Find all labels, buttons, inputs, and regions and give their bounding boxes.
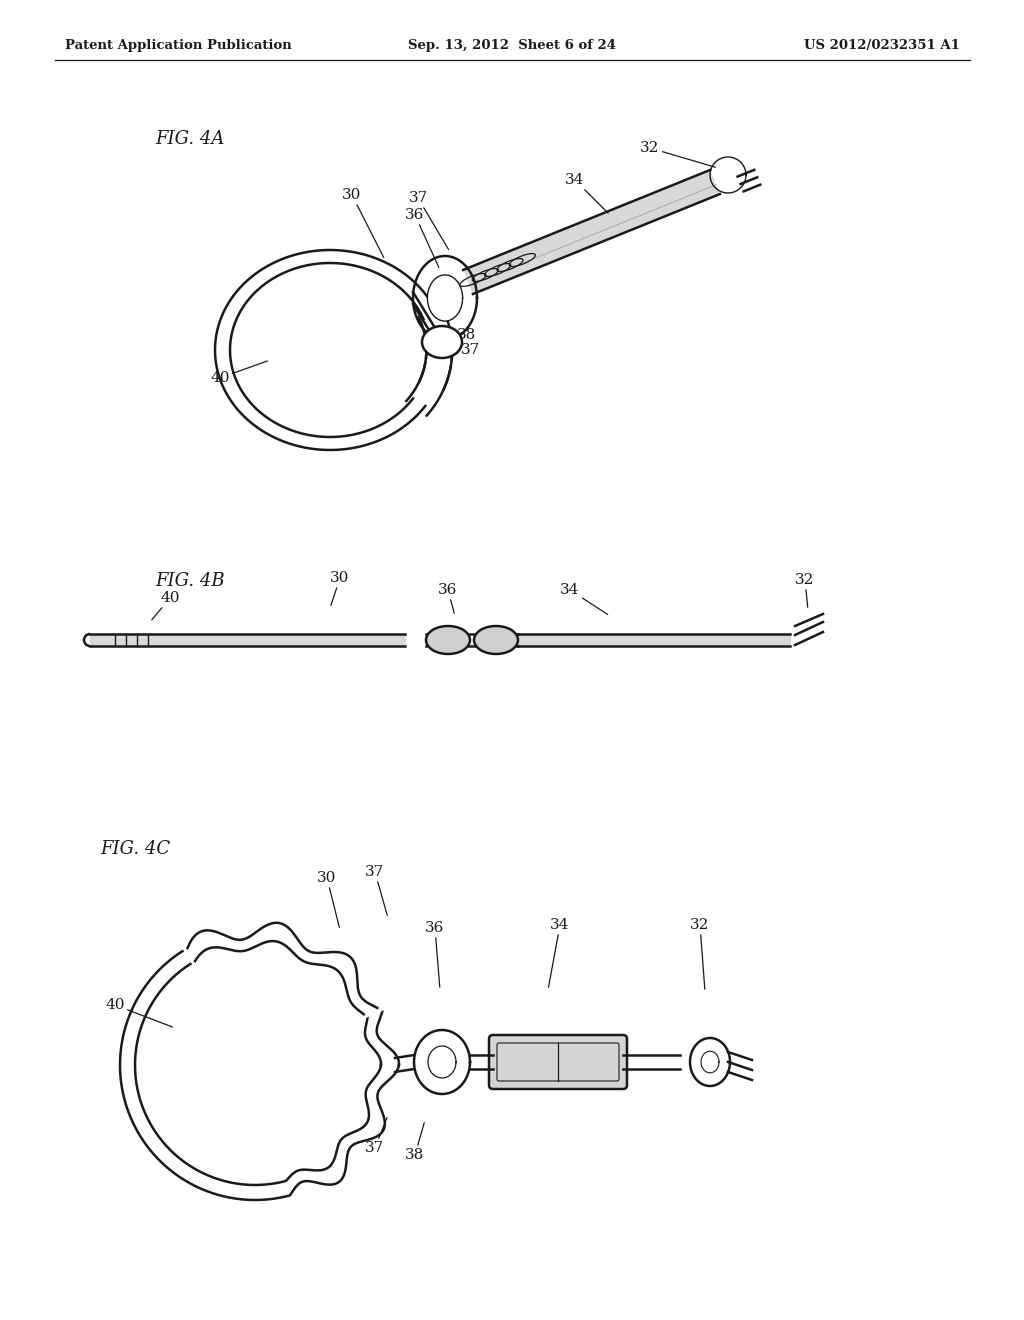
Ellipse shape xyxy=(427,275,463,321)
Polygon shape xyxy=(409,314,451,408)
Text: 40: 40 xyxy=(105,998,172,1027)
Text: 36: 36 xyxy=(438,583,458,614)
Text: 32: 32 xyxy=(640,141,716,168)
Text: 37: 37 xyxy=(453,343,479,356)
Text: 36: 36 xyxy=(425,921,444,987)
Text: 34: 34 xyxy=(549,917,569,987)
Text: 32: 32 xyxy=(690,917,710,989)
Text: 38: 38 xyxy=(453,327,476,342)
Ellipse shape xyxy=(428,1045,456,1078)
Text: 37: 37 xyxy=(366,865,387,915)
Text: 30: 30 xyxy=(317,871,339,928)
Ellipse shape xyxy=(474,626,518,653)
Text: 38: 38 xyxy=(406,1123,425,1162)
Polygon shape xyxy=(177,917,390,1023)
Text: FIG. 4A: FIG. 4A xyxy=(155,129,224,148)
Text: 37: 37 xyxy=(366,1118,387,1155)
Ellipse shape xyxy=(426,626,470,653)
Text: 36: 36 xyxy=(406,209,439,268)
FancyBboxPatch shape xyxy=(489,1035,627,1089)
Text: 30: 30 xyxy=(342,187,384,257)
Text: 34: 34 xyxy=(560,583,607,615)
Ellipse shape xyxy=(422,326,462,358)
Text: FIG. 4B: FIG. 4B xyxy=(155,572,224,590)
Text: Patent Application Publication: Patent Application Publication xyxy=(65,38,292,51)
Text: US 2012/0232351 A1: US 2012/0232351 A1 xyxy=(804,38,961,51)
Text: 40: 40 xyxy=(210,360,267,385)
Ellipse shape xyxy=(701,1051,719,1073)
Text: 34: 34 xyxy=(565,173,608,213)
Polygon shape xyxy=(463,170,720,294)
Text: Sep. 13, 2012  Sheet 6 of 24: Sep. 13, 2012 Sheet 6 of 24 xyxy=(408,38,616,51)
Text: 37: 37 xyxy=(409,191,449,249)
Text: 40: 40 xyxy=(152,591,180,620)
Text: 32: 32 xyxy=(796,573,815,607)
Text: 30: 30 xyxy=(331,572,349,606)
Text: FIG. 4C: FIG. 4C xyxy=(100,840,170,858)
